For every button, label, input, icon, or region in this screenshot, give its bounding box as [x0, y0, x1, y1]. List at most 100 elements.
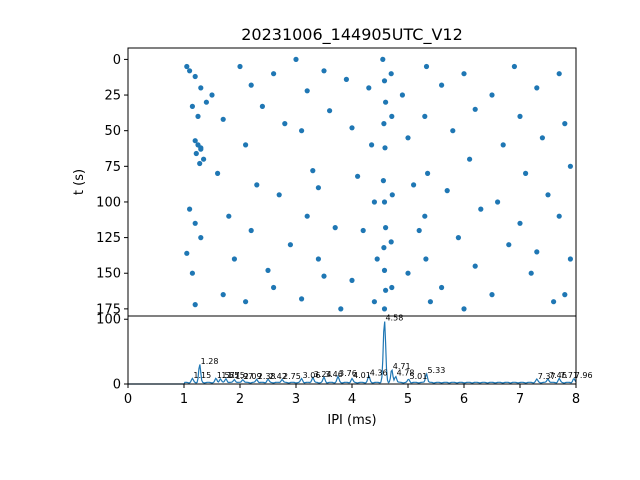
raster-point — [198, 235, 204, 241]
raster-point — [226, 213, 232, 219]
x-tick-label: 5 — [404, 392, 412, 407]
raster-point — [254, 182, 260, 188]
raster-point — [495, 199, 501, 205]
raster-point — [381, 78, 388, 84]
raster-y-tick-label: 50 — [104, 124, 121, 139]
x-tick-label: 2 — [236, 392, 244, 407]
raster-y-tick-label: 100 — [96, 195, 121, 210]
raster-point — [193, 150, 199, 157]
peak-label: 1.15 — [193, 371, 211, 380]
raster-point — [389, 113, 395, 119]
raster-point — [439, 82, 445, 88]
raster-point — [321, 68, 327, 74]
raster-point — [534, 249, 540, 255]
raster-point — [567, 256, 574, 262]
raster-point — [327, 108, 333, 114]
peak-label: 1.65 — [221, 371, 239, 380]
peak-label: 4.36 — [370, 369, 388, 378]
raster-point — [450, 128, 456, 134]
raster-plot-frame — [127, 47, 577, 317]
raster-point — [192, 138, 198, 144]
raster-point — [215, 170, 221, 176]
peak-label: 3.76 — [339, 369, 357, 378]
raster-y-axis-label: t (s) — [72, 169, 87, 195]
raster-y-tick-label: 150 — [96, 267, 121, 282]
raster-point — [271, 284, 277, 291]
raster-point — [304, 213, 310, 219]
raster-points — [184, 56, 574, 312]
peak-label: 4.78 — [397, 369, 415, 378]
raster-point — [545, 192, 551, 198]
raster-point — [360, 227, 366, 234]
raster-point — [192, 220, 198, 226]
raster-point — [198, 85, 204, 91]
raster-point — [187, 68, 193, 74]
raster-point — [332, 225, 338, 231]
raster-point — [534, 85, 540, 91]
peak-labels: 1.28 1.15 1.571.651.751.972.092.382.422.75… — [193, 313, 592, 380]
peak-label: 2.42 — [269, 372, 287, 381]
x-tick-label: 7 — [516, 392, 524, 407]
raster-point — [427, 299, 433, 305]
peak-label: 7.96 — [575, 371, 593, 380]
histogram-plot: 1.28 1.15 1.571.651.751.972.092.382.422.75… — [96, 313, 592, 428]
raster-point — [423, 256, 429, 262]
peak-label: 7.46 — [549, 371, 567, 380]
peak-label: 4.71 — [393, 362, 411, 371]
raster-point — [478, 206, 484, 212]
raster-point — [551, 299, 557, 305]
raster-point — [383, 225, 389, 231]
peak-label: 7.71 — [560, 371, 578, 380]
raster-point — [556, 213, 562, 219]
raster-point — [467, 156, 473, 162]
raster-point — [209, 92, 215, 98]
raster-point — [382, 145, 388, 151]
raster-point — [422, 213, 428, 219]
raster-point — [517, 220, 523, 226]
raster-point — [489, 92, 495, 98]
raster-point — [371, 199, 377, 205]
raster-point — [528, 270, 534, 276]
raster-point — [380, 56, 386, 63]
x-tick-label: 3 — [292, 392, 300, 407]
raster-point — [231, 256, 237, 262]
raster-point — [562, 121, 568, 127]
raster-point — [366, 85, 372, 91]
raster-point — [198, 145, 204, 151]
peak-label: 1.28 — [201, 357, 219, 366]
x-tick-label: 6 — [460, 392, 468, 407]
raster-point — [276, 192, 282, 198]
raster-point — [343, 76, 349, 82]
raster-point — [195, 113, 201, 119]
raster-point — [562, 292, 568, 298]
raster-point — [338, 306, 344, 312]
raster-point — [461, 306, 467, 312]
raster-point — [472, 263, 478, 269]
raster-point — [399, 92, 405, 98]
peak-label: 3.06 — [303, 371, 321, 380]
peak-label: 5.33 — [427, 366, 445, 375]
peak-label: 7.37 — [538, 372, 556, 381]
raster-point — [304, 88, 310, 94]
raster-y-tick-label: 25 — [104, 89, 121, 104]
raster-point — [506, 242, 512, 248]
x-tick-label: 8 — [572, 392, 580, 407]
raster-plot: 0 25 50 75 100 125 150 175 t (s) — [72, 47, 577, 317]
raster-point — [371, 299, 377, 305]
peak-label: 5.01 — [410, 372, 428, 381]
raster-point — [381, 267, 388, 273]
raster-y-tick-label: 175 — [96, 302, 121, 317]
raster-point — [389, 192, 395, 198]
raster-point — [220, 116, 226, 122]
histogram-x-ticks: 0 1 2 3 4 5 6 7 8 — [124, 384, 580, 407]
raster-point — [184, 63, 190, 70]
raster-point — [523, 170, 529, 176]
raster-point — [381, 306, 388, 312]
peak-label: 1.75 — [227, 371, 245, 380]
histogram-y-tick-label: 100 — [96, 313, 121, 328]
raster-point — [405, 270, 411, 276]
raster-point — [489, 292, 495, 298]
raster-point — [310, 168, 316, 174]
peak-label: 2.38 — [258, 372, 276, 381]
